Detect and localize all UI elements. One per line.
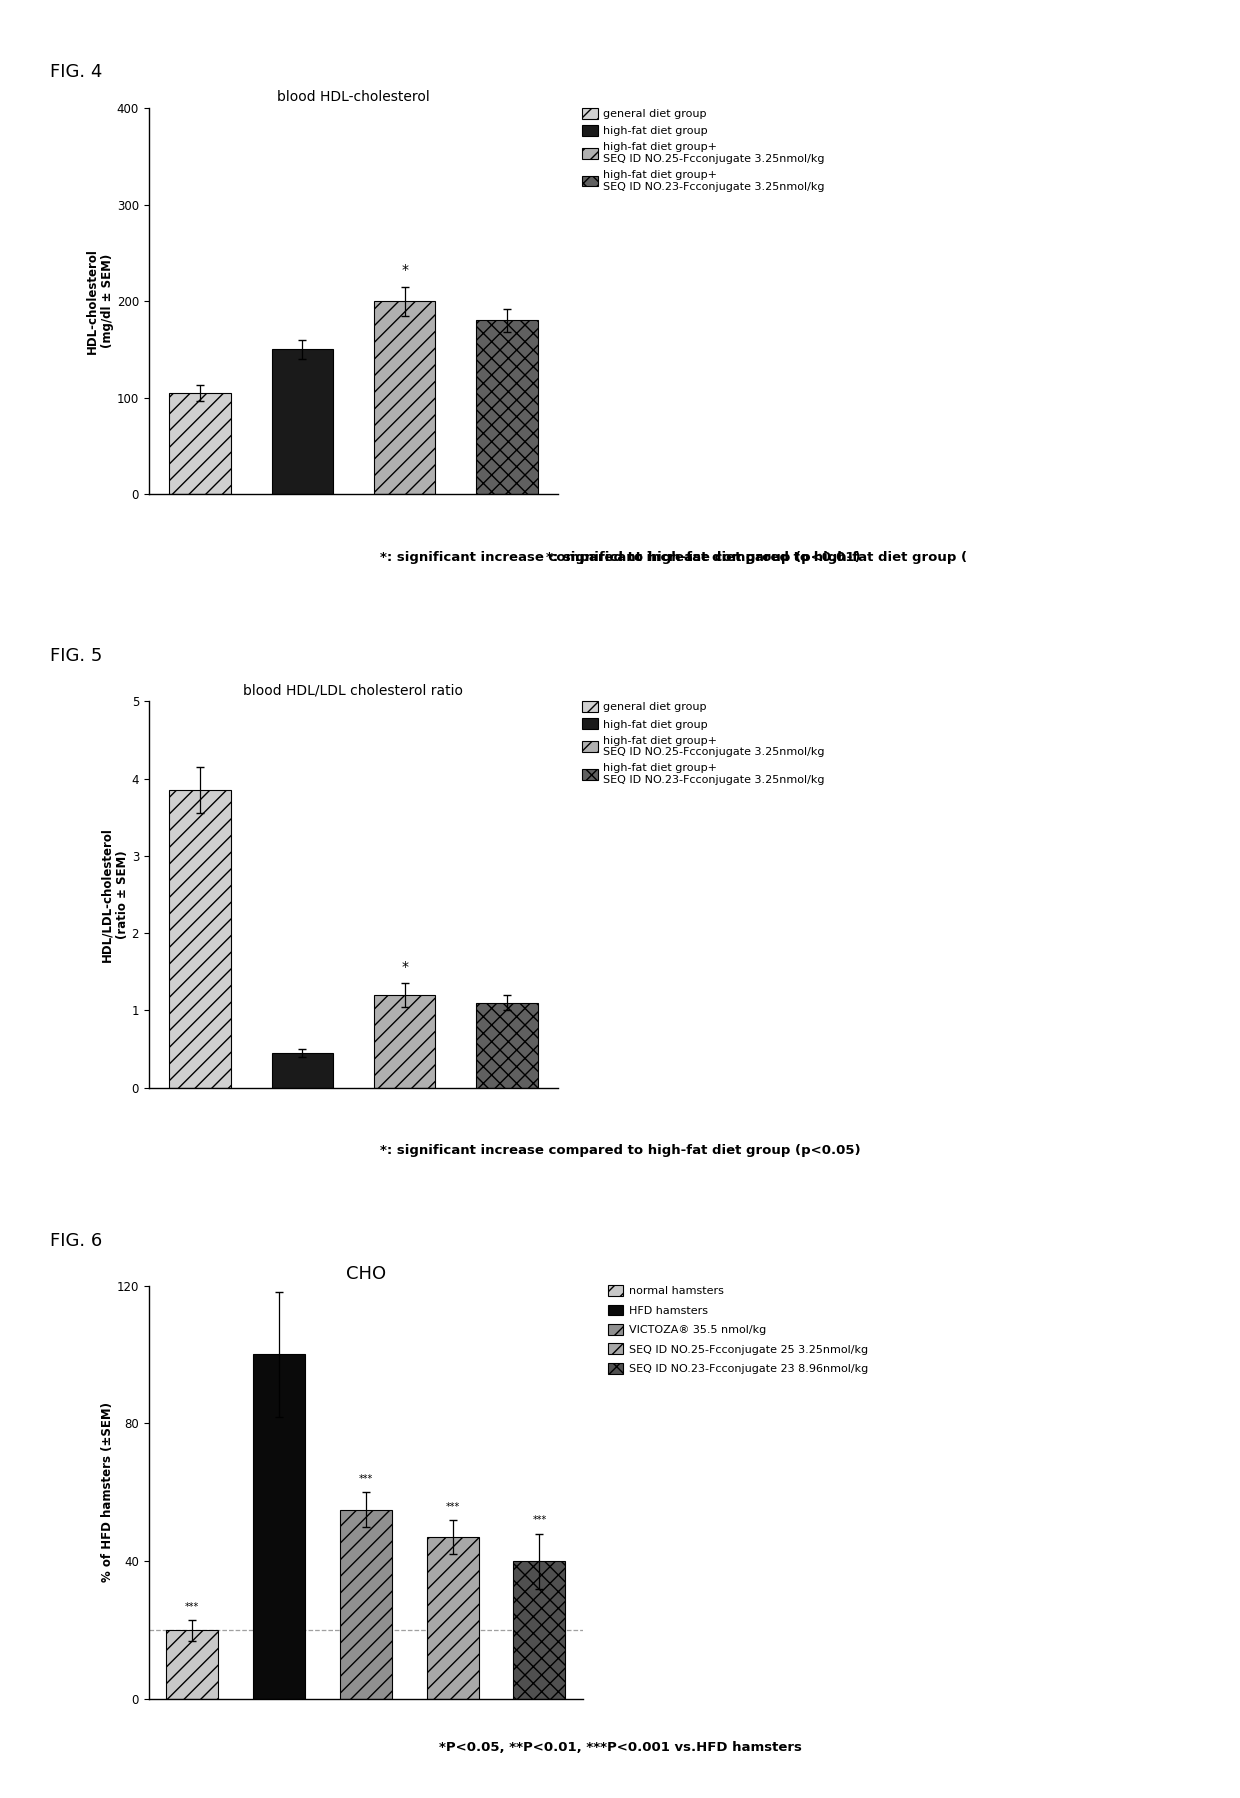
Bar <box>374 300 435 494</box>
Text: *: significant increase compared to high-fat diet group (p<0.01): *: significant increase compared to high… <box>379 550 861 565</box>
Text: FIG. 6: FIG. 6 <box>50 1232 102 1250</box>
Bar <box>253 1354 305 1699</box>
Y-axis label: HDL-cholesterol
(mg/dl ± SEM): HDL-cholesterol (mg/dl ± SEM) <box>86 248 114 354</box>
Legend: general diet group, high-fat diet group, high-fat diet group+
SEQ ID NO.25-Fccon: general diet group, high-fat diet group,… <box>580 106 827 194</box>
Title: CHO: CHO <box>346 1264 386 1282</box>
Text: ***: *** <box>532 1516 547 1525</box>
Y-axis label: HDL/LDL-cholesterol
(ratio ± SEM): HDL/LDL-cholesterol (ratio ± SEM) <box>100 827 129 962</box>
Bar <box>272 349 332 494</box>
Text: *: significant increase compared to high-fat diet group (p<0.05): *: significant increase compared to high… <box>379 1144 861 1158</box>
Text: ***: *** <box>185 1602 200 1611</box>
Bar <box>476 1003 538 1088</box>
Text: *: * <box>401 960 408 975</box>
Bar <box>340 1510 392 1699</box>
Bar <box>374 994 435 1088</box>
Y-axis label: % of HFD hamsters (±SEM): % of HFD hamsters (±SEM) <box>100 1402 114 1582</box>
Text: ***: *** <box>445 1501 460 1512</box>
Title: blood HDL/LDL cholesterol ratio: blood HDL/LDL cholesterol ratio <box>243 683 464 698</box>
Text: FIG. 4: FIG. 4 <box>50 63 102 81</box>
Bar <box>476 320 538 494</box>
Bar <box>272 1054 332 1088</box>
Text: *: significant increase compared to high-fat diet group (: *: significant increase compared to high… <box>546 550 967 565</box>
Text: FIG. 5: FIG. 5 <box>50 647 102 665</box>
Bar <box>513 1561 565 1699</box>
Bar <box>427 1537 479 1699</box>
Bar <box>169 394 231 494</box>
Text: *: * <box>401 263 408 277</box>
Title: blood HDL-cholesterol: blood HDL-cholesterol <box>277 90 430 104</box>
Bar <box>169 789 231 1088</box>
Text: ***: *** <box>358 1474 373 1483</box>
Bar <box>166 1631 218 1699</box>
Text: *P<0.05, **P<0.01, ***P<0.001 vs.HFD hamsters: *P<0.05, **P<0.01, ***P<0.001 vs.HFD ham… <box>439 1740 801 1755</box>
Legend: normal hamsters, HFD hamsters, VICTOZA® 35.5 nmol/kg, SEQ ID NO.25-Fcconjugate 2: normal hamsters, HFD hamsters, VICTOZA® … <box>605 1282 870 1375</box>
Legend: general diet group, high-fat diet group, high-fat diet group+
SEQ ID NO.25-Fccon: general diet group, high-fat diet group,… <box>580 699 827 788</box>
